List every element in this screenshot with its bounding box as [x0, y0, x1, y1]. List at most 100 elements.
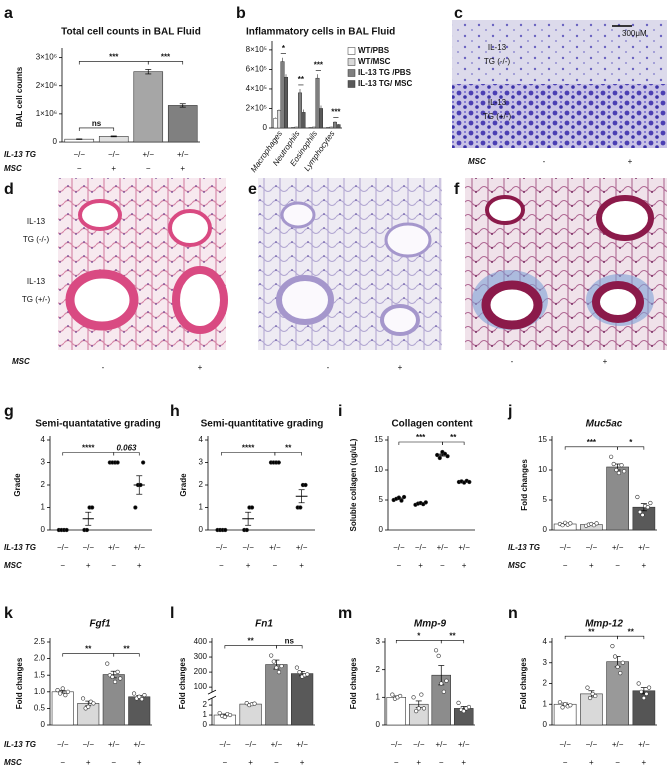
significance-bracket [442, 441, 465, 445]
y-axis-label: Fold changes [519, 657, 528, 709]
data-point [227, 712, 233, 718]
x-tick-label: +/− [458, 740, 470, 749]
row-label: TG (+/-) [22, 295, 51, 304]
data-point [593, 693, 598, 699]
row-label: MSC [4, 561, 22, 570]
data-point [63, 693, 68, 698]
scale-bar-label: 300μM [622, 29, 647, 38]
significance-label: *** [416, 433, 426, 442]
x-tick-label-2: + [462, 561, 467, 570]
data-point [223, 527, 228, 533]
x-tick-label: +/− [177, 150, 189, 159]
x-tick-label: −/− [559, 740, 571, 749]
x-tick-label: +/− [612, 740, 624, 749]
significance-label: *** [331, 107, 341, 116]
bar [51, 691, 74, 726]
significance-bracket [564, 446, 618, 450]
data-point [423, 500, 428, 505]
legend-swatch [347, 69, 356, 77]
y-tick-label: 0 [203, 720, 208, 729]
significance-label: *** [587, 438, 597, 447]
y-tick-label: 4 [199, 435, 204, 444]
x-tick-label: −/− [586, 740, 598, 749]
x-tick-label: −/− [393, 543, 405, 552]
significance-bracket [62, 653, 115, 657]
group-label: MSC [468, 157, 486, 166]
y-tick-label: 2×10⁵ [246, 104, 267, 113]
bar [273, 117, 278, 129]
x-tick-label-2: + [589, 758, 594, 767]
y-tick-label: 4 [543, 637, 548, 646]
y-tick-label: 300 [194, 652, 208, 661]
y-tick-label: 3×10⁶ [36, 53, 57, 62]
data-point [305, 672, 310, 677]
x-tick-label-2: + [137, 561, 142, 570]
y-axis-label: Fold changes [15, 657, 24, 709]
x-tick-label: +/− [296, 740, 308, 749]
bar [606, 466, 629, 531]
y-axis-label: Fold changes [349, 657, 358, 709]
bar [336, 124, 341, 129]
row-label: TG (+/-) [483, 112, 512, 121]
chart-title: Total cell counts in BAL Fluid [61, 27, 201, 38]
bar [291, 673, 314, 726]
x-tick-label-2: + [111, 164, 116, 173]
legend-label: IL-13 TG /PBS [358, 68, 412, 77]
data-point [467, 479, 472, 485]
y-tick-label: 2 [41, 480, 46, 489]
data-point [274, 665, 279, 670]
data-point [133, 505, 138, 510]
x-tick-label: +/− [108, 740, 120, 749]
x-tick-label: −/− [242, 543, 254, 552]
y-axis-label: Fold changes [178, 657, 187, 709]
data-point [271, 659, 276, 664]
bar [315, 77, 320, 129]
data-point [609, 454, 614, 459]
bar [265, 664, 288, 726]
y-axis-label: Fold changes [520, 459, 529, 511]
bar [133, 71, 164, 143]
data-point [269, 653, 274, 658]
legend-label: WT/MSC [358, 57, 391, 66]
x-tick-label-2: + [86, 561, 91, 570]
data-point [244, 527, 249, 533]
data-point [298, 505, 303, 510]
row-label: MSC [508, 561, 526, 570]
significance-label: ** [449, 631, 456, 640]
x-tick-label-2: + [418, 561, 423, 570]
airway [472, 195, 654, 330]
axis-break [207, 695, 217, 701]
data-point [137, 694, 142, 699]
panel-letter: i [338, 403, 342, 420]
chart-title: Mmp-9 [414, 619, 447, 630]
row-label: IL-13 TG [4, 740, 36, 749]
x-tick-label: −/− [82, 543, 94, 552]
legend-label: IL-13 TG/ MSC [358, 79, 412, 88]
y-axis-label: Grade [179, 473, 188, 497]
x-tick-label: +/− [437, 543, 449, 552]
y-tick-label: 1 [543, 699, 548, 708]
significance-label: *** [314, 60, 324, 69]
y-tick-label: 15 [538, 435, 547, 444]
data-point [86, 704, 91, 709]
data-point [222, 714, 227, 720]
axis-break [207, 689, 217, 695]
row-label: IL-13 TG [508, 543, 540, 552]
panel-letter: f [454, 181, 460, 198]
significance-label: ** [248, 637, 255, 646]
significance-label: ** [123, 645, 130, 654]
bar [333, 121, 337, 129]
x-tick-label-2: + [589, 561, 594, 570]
x-tick-label: +/− [108, 543, 120, 552]
bar [128, 696, 151, 726]
x-tick-label-2: − [563, 561, 568, 570]
significance-label: ** [628, 627, 635, 636]
significance-bracket [274, 452, 302, 456]
panel-letter: c [454, 5, 463, 22]
data-point [639, 689, 644, 694]
airway [276, 201, 432, 336]
x-tick-label: +/− [296, 543, 308, 552]
column-label: + [198, 363, 203, 372]
data-point [115, 669, 120, 674]
